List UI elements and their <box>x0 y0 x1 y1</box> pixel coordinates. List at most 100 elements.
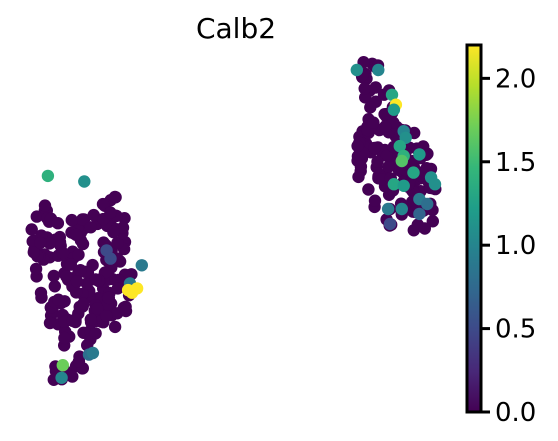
scatter-point <box>27 246 40 259</box>
scatter-point <box>116 221 130 234</box>
scatter-point <box>379 120 392 133</box>
scatter-point <box>34 286 48 300</box>
scatter-point-expressed <box>78 175 91 188</box>
scatter-point <box>51 217 65 230</box>
scatter-point <box>74 264 87 277</box>
colorbar: 0.0 0.5 1.0 1.5 2.0 <box>465 43 536 428</box>
scatter-point-expressed <box>395 154 408 168</box>
colorbar-gradient <box>467 45 481 412</box>
scatter-point <box>418 222 431 235</box>
scatter-point-expressed <box>387 103 401 116</box>
scatter-point <box>108 320 122 334</box>
colorbar-tick-label: 0.0 <box>495 398 536 428</box>
scatter-point <box>100 309 113 322</box>
scatter-point <box>43 237 56 250</box>
scatter-point <box>34 236 47 250</box>
scatter-point-expressed <box>381 202 395 216</box>
scatter-point <box>352 170 365 184</box>
scatter-point <box>84 221 98 234</box>
scatter-points <box>25 56 442 386</box>
scatter-point-expressed <box>41 169 55 183</box>
chart-title: Calb2 <box>196 12 276 45</box>
scatter-point <box>354 160 368 173</box>
scatter-point <box>368 194 382 207</box>
scatter-point <box>43 316 57 330</box>
scatter-point <box>30 210 43 223</box>
scatter-point <box>64 258 78 271</box>
scatter-point-expressed <box>407 166 420 179</box>
scatter-point <box>38 199 52 212</box>
scatter-point <box>369 81 382 94</box>
scatter-point <box>60 270 73 283</box>
colorbar-tick-label: 2.0 <box>495 64 536 94</box>
scatter-point-expressed <box>421 197 434 211</box>
scatter-point <box>66 370 79 383</box>
scatter-point <box>367 116 380 129</box>
scatter-point <box>76 213 89 226</box>
scatter-point <box>47 269 60 283</box>
scatter-point-expressed <box>428 178 442 191</box>
scatter-point <box>104 206 117 219</box>
scatter-point <box>72 248 85 261</box>
scatter-point <box>69 228 83 242</box>
scatter-point-expressed <box>387 178 401 191</box>
scatter-point-expressed <box>56 359 69 372</box>
scatter-point <box>87 208 100 222</box>
colorbar-tick-label: 1.5 <box>495 148 536 178</box>
scatter-point-expressed <box>125 286 139 299</box>
scatter-point <box>108 190 122 204</box>
scatter-point <box>25 223 38 236</box>
scatter-point <box>119 304 133 318</box>
scatter-point-expressed <box>383 217 397 231</box>
scatter-point <box>48 280 61 293</box>
scatter-point <box>102 291 116 305</box>
scatter-point-expressed <box>395 202 408 216</box>
scatter-point <box>382 160 395 173</box>
scatter-point-expressed <box>397 179 410 192</box>
scatter-point <box>362 183 375 196</box>
scatter-point <box>77 297 90 310</box>
scatter-point <box>65 213 79 227</box>
scatter-point <box>58 331 71 345</box>
scatter-point-expressed <box>135 259 148 272</box>
scatter-point <box>56 246 70 260</box>
scatter-point <box>72 355 86 368</box>
scatter-point <box>84 313 98 326</box>
scatter-point-expressed <box>385 88 399 102</box>
scatter-point <box>426 215 439 228</box>
scatter-point-expressed <box>413 148 426 161</box>
scatter-point <box>107 225 120 239</box>
colorbar-ticks: 0.0 0.5 1.0 1.5 2.0 <box>481 64 536 428</box>
scatter-point-expressed <box>55 371 68 384</box>
scatter-point <box>364 101 377 114</box>
scatter-point <box>407 224 420 237</box>
scatter-point-expressed <box>350 63 363 77</box>
scatter-point <box>96 197 110 211</box>
scatter-point-expressed <box>413 207 426 221</box>
scatter-point <box>111 282 125 295</box>
scatter-point-expressed <box>393 139 406 153</box>
scatter-point <box>29 262 43 276</box>
colorbar-tick-label: 0.5 <box>495 315 536 345</box>
scatter-point <box>358 82 371 95</box>
scatter-point-expressed <box>86 346 100 360</box>
scatter-point <box>368 141 381 155</box>
scatter-point-expressed <box>104 252 117 265</box>
scatter-point <box>378 108 391 121</box>
colorbar-frame <box>465 43 483 414</box>
colorbar-tick-label: 1.0 <box>495 231 536 261</box>
scatter-point <box>371 155 384 168</box>
scatter-point <box>359 91 372 104</box>
scatter-point-expressed <box>372 63 385 77</box>
scatter-point <box>351 139 364 153</box>
scatter-point <box>111 236 124 250</box>
scatter-point <box>89 327 102 340</box>
scatter-point <box>70 275 84 288</box>
scatter-point <box>380 149 393 162</box>
scatter-point <box>52 293 65 306</box>
scatter-point <box>76 237 90 251</box>
scatter-point <box>91 302 104 315</box>
scatter-point <box>89 273 102 286</box>
scatter-point <box>420 162 433 175</box>
